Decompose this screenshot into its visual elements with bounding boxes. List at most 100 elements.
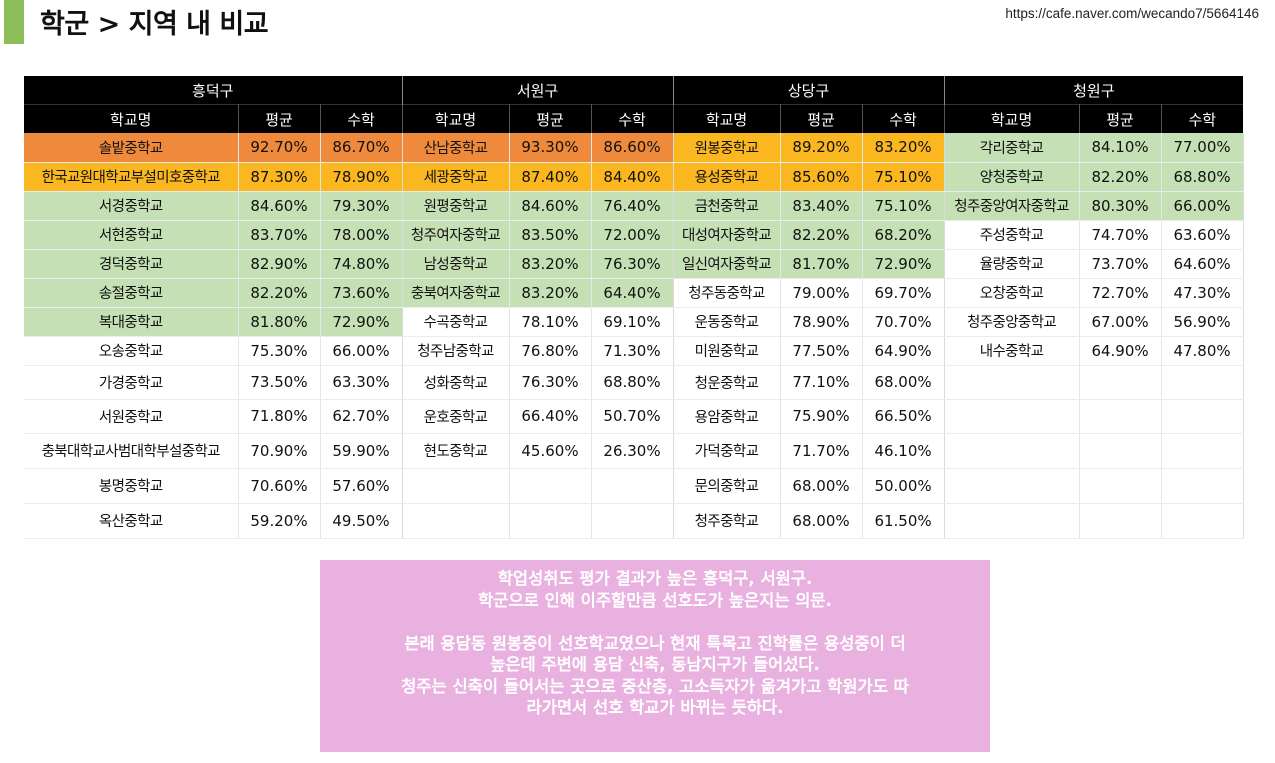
table-row: 봉명중학교 70.60% 57.60% 문의중학교 68.00% 50.00% — [24, 468, 1244, 504]
school-name-cell: 산남중학교 — [402, 133, 510, 163]
school-name-cell: 서현중학교 — [24, 220, 239, 250]
average-header: 평균 — [509, 104, 592, 133]
math-cell: 57.60% — [320, 468, 403, 504]
average-cell: 83.50% — [509, 220, 592, 250]
math-cell: 69.70% — [862, 278, 945, 308]
average-cell — [1079, 503, 1162, 539]
average-cell: 70.60% — [238, 468, 321, 504]
school-name-cell: 수곡중학교 — [402, 307, 510, 337]
average-cell: 77.10% — [780, 365, 863, 400]
average-header: 평균 — [238, 104, 321, 133]
table-row: 송절중학교 82.20% 73.60% 충북여자중학교 83.20% 64.40% 청주동중… — [24, 278, 1244, 308]
school-name-cell: 성화중학교 — [402, 365, 510, 400]
average-cell: 83.20% — [509, 249, 592, 279]
school-name-cell: 문의중학교 — [673, 468, 781, 504]
average-cell: 84.10% — [1079, 133, 1162, 163]
note-line: 학군으로 인해 이주할만큼 선호도가 높은지는 의문. — [478, 590, 832, 610]
table-row: 옥산중학교 59.20% 49.50% 청주중학교 68.00% 61.50% — [24, 503, 1244, 539]
math-cell: 68.20% — [862, 220, 945, 250]
math-cell: 68.00% — [862, 365, 945, 400]
average-cell: 70.90% — [238, 433, 321, 469]
average-cell: 74.70% — [1079, 220, 1162, 250]
table-row: 한국교원대학교부설미호중학교 87.30% 78.90% 세광중학교 87.40% 84.… — [24, 162, 1244, 192]
average-cell: 80.30% — [1079, 191, 1162, 221]
math-cell: 70.70% — [862, 307, 945, 337]
school-name-cell: 옥산중학교 — [24, 503, 239, 539]
school-name-cell: 용성중학교 — [673, 162, 781, 192]
district-header: 서원구 — [402, 76, 674, 105]
school-name-cell: 청주중앙여자중학교 — [944, 191, 1080, 221]
school-name-cell: 청주중학교 — [673, 503, 781, 539]
school-name-header: 학교명 — [24, 104, 239, 133]
school-name-cell: 주성중학교 — [944, 220, 1080, 250]
school-name-cell: 청주동중학교 — [673, 278, 781, 308]
math-cell: 50.00% — [862, 468, 945, 504]
math-cell: 78.90% — [320, 162, 403, 192]
math-cell: 86.70% — [320, 133, 403, 163]
average-cell: 85.60% — [780, 162, 863, 192]
school-name-cell — [944, 433, 1080, 469]
math-cell: 62.70% — [320, 399, 403, 434]
note-line — [320, 611, 990, 633]
table-row: 가경중학교 73.50% 63.30% 성화중학교 76.30% 68.80% 청운중학교 7… — [24, 365, 1244, 400]
school-name-cell: 율량중학교 — [944, 249, 1080, 279]
note-line: 높은데 주변에 용담 신축, 동남지구가 들어섰다. — [490, 655, 820, 674]
summary-note: 학업성취도 평가 결과가 높은 흥덕구, 서원구. 학군으로 인해 이주할만큼 선… — [320, 560, 990, 752]
average-header: 평균 — [780, 104, 863, 133]
average-cell — [509, 503, 592, 539]
math-cell: 66.50% — [862, 399, 945, 434]
table-body: 솔밭중학교 92.70% 86.70% 산남중학교 93.30% 86.60% 원봉중학교 8… — [24, 133, 1244, 539]
school-name-cell: 서경중학교 — [24, 191, 239, 221]
district-comparison-table-wrap: 흥덕구 서원구 상당구 청원구 학교명 평균 수학 학교명 평균 수학 학교명 평균 수학 학교명 평균 수… — [24, 76, 1244, 539]
average-cell — [1079, 365, 1162, 400]
page-title: 학군 > 지역 내 비교 — [40, 9, 269, 40]
math-cell: 64.40% — [591, 278, 674, 308]
average-cell: 82.20% — [1079, 162, 1162, 192]
math-cell: 69.10% — [591, 307, 674, 337]
school-name-cell: 가경중학교 — [24, 365, 239, 400]
average-cell: 75.30% — [238, 336, 321, 366]
math-cell: 47.80% — [1161, 336, 1244, 366]
math-cell: 50.70% — [591, 399, 674, 434]
school-name-cell: 충북여자중학교 — [402, 278, 510, 308]
average-cell: 83.70% — [238, 220, 321, 250]
math-cell: 72.90% — [862, 249, 945, 279]
average-cell — [1079, 399, 1162, 434]
average-cell: 81.70% — [780, 249, 863, 279]
school-name-cell: 송절중학교 — [24, 278, 239, 308]
school-name-cell: 서원중학교 — [24, 399, 239, 434]
math-cell: 79.30% — [320, 191, 403, 221]
school-name-cell: 한국교원대학교부설미호중학교 — [24, 162, 239, 192]
school-name-cell: 양청중학교 — [944, 162, 1080, 192]
school-name-cell: 가덕중학교 — [673, 433, 781, 469]
district-header: 청원구 — [944, 76, 1244, 105]
average-cell: 66.40% — [509, 399, 592, 434]
district-comparison-table: 흥덕구 서원구 상당구 청원구 학교명 평균 수학 학교명 평균 수학 학교명 평균 수학 학교명 평균 수… — [24, 76, 1244, 539]
school-name-cell: 충북대학교사범대학부설중학교 — [24, 433, 239, 469]
math-cell: 72.00% — [591, 220, 674, 250]
average-cell — [509, 468, 592, 504]
note-line: 청주는 신축이 들어서는 곳으로 중산층, 고소득자가 옮겨가고 학원가도 따 — [401, 676, 909, 696]
table-row: 충북대학교사범대학부설중학교 70.90% 59.90% 현도중학교 45.60% 26.… — [24, 433, 1244, 469]
school-name-header: 학교명 — [673, 104, 781, 133]
average-cell: 82.20% — [238, 278, 321, 308]
math-cell: 77.00% — [1161, 133, 1244, 163]
average-cell: 77.50% — [780, 336, 863, 366]
school-name-cell: 봉명중학교 — [24, 468, 239, 504]
math-cell: 26.30% — [591, 433, 674, 469]
math-cell: 73.60% — [320, 278, 403, 308]
source-url[interactable]: https://cafe.naver.com/wecando7/5664146 — [1005, 6, 1259, 21]
average-cell: 78.90% — [780, 307, 863, 337]
title-accent-bar — [4, 0, 24, 44]
math-cell: 86.60% — [591, 133, 674, 163]
average-cell: 93.30% — [509, 133, 592, 163]
column-header-row: 학교명 평균 수학 학교명 평균 수학 학교명 평균 수학 학교명 평균 수학 — [24, 104, 1244, 133]
school-name-cell: 각리중학교 — [944, 133, 1080, 163]
average-cell: 92.70% — [238, 133, 321, 163]
average-header: 평균 — [1079, 104, 1162, 133]
average-cell: 79.00% — [780, 278, 863, 308]
math-cell: 68.80% — [1161, 162, 1244, 192]
average-cell: 87.40% — [509, 162, 592, 192]
math-cell — [1161, 503, 1244, 539]
average-cell: 87.30% — [238, 162, 321, 192]
